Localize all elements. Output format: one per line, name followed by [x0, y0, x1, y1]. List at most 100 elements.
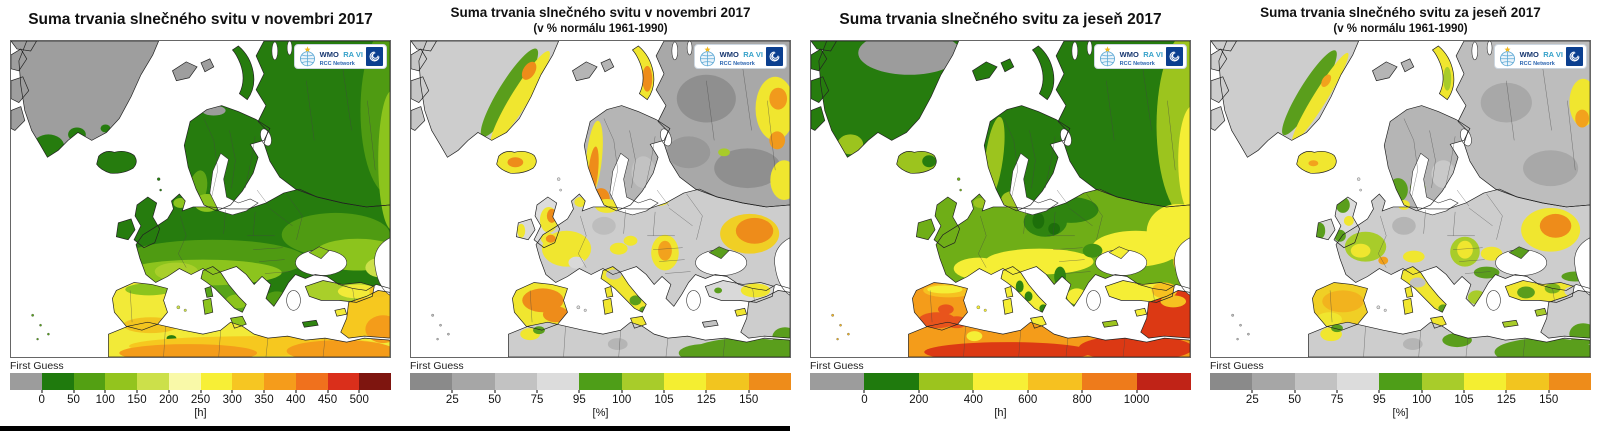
tick-mark: [536, 390, 538, 393]
logo-text: WMO RA VI RCC Network: [1120, 45, 1163, 68]
color-scale-segment: [1379, 373, 1422, 390]
color-scale-segment: [918, 373, 974, 390]
logo-org-label: WMO: [1119, 50, 1139, 60]
tick-label: 200: [909, 394, 929, 406]
tick-label: 125: [1496, 394, 1516, 406]
panel-subtitle: (v % normálu 1961-1990): [1333, 22, 1468, 35]
unit-label: [%]: [1392, 407, 1409, 419]
tick-mark: [1136, 390, 1138, 393]
tick-mark: [231, 390, 233, 393]
color-scale-segment: [168, 373, 201, 390]
tick-mark: [578, 390, 580, 393]
color-scale-segment: [359, 373, 391, 390]
tick-label: 250: [190, 394, 211, 406]
color-scale-ticks: 0 50 100 150 200 250 300 350 400 450 500: [10, 390, 391, 407]
color-scale-ticks: 0 200 400 600 800 1000: [810, 390, 1191, 407]
color-scale-segment: [295, 373, 328, 390]
color-scale-segment: [232, 373, 264, 390]
tick-mark: [1378, 390, 1380, 393]
europe-map: WMO RA VI RCC Network: [810, 40, 1191, 358]
color-scale-segment: [1136, 373, 1191, 390]
tick-label: 100: [612, 394, 632, 406]
tick-label: 75: [530, 394, 544, 406]
logo-text: WMO RA VI RCC Network: [320, 45, 363, 68]
tick-mark: [972, 390, 974, 393]
color-scale: [10, 373, 391, 390]
tick-label: 0: [38, 394, 45, 406]
panel-header: Suma trvania slnečného svitu v novembri …: [10, 0, 391, 40]
panel-title: Suma trvania slnečného svitu v novembri …: [28, 11, 373, 29]
tick-mark: [663, 390, 665, 393]
tick-label: 105: [1454, 394, 1474, 406]
tick-label: 50: [67, 394, 80, 406]
logo-region-label: RA VI: [1543, 50, 1563, 60]
tick-label: 500: [349, 394, 369, 406]
color-scale-segment: [1506, 373, 1549, 390]
panel-header: Suma trvania slnečného svitu za jeseň 20…: [1210, 0, 1591, 40]
map-svg: [411, 41, 790, 357]
logo-network-label: RCC Network: [1519, 61, 1555, 68]
tick-mark: [863, 390, 865, 393]
color-scale-segment: [327, 373, 360, 390]
logo-region-label: RA VI: [1143, 50, 1163, 60]
tick-label: 25: [1245, 394, 1259, 406]
tick-label: 800: [1072, 394, 1092, 406]
tick-mark: [41, 390, 43, 393]
tick-mark: [1027, 390, 1029, 393]
tick-mark: [705, 390, 707, 393]
dwd-logo: [1566, 47, 1583, 66]
tick-mark: [451, 390, 453, 393]
europe-map: WMO RA VI RCC Network: [1210, 40, 1591, 358]
panel-title: Suma trvania slnečného svitu za jeseň 20…: [1260, 5, 1541, 21]
tick-mark: [494, 390, 496, 393]
first-guess-label: First Guess: [10, 360, 64, 372]
tick-label: 450: [317, 394, 338, 406]
unit-label: [%]: [592, 407, 609, 419]
tick-mark: [1081, 390, 1083, 393]
color-scale-segment: [452, 373, 495, 390]
map-panel: Suma trvania slnečného svitu za jeseň 20…: [1200, 0, 1600, 426]
dwd-spiral-icon: [369, 51, 380, 62]
color-scale-segment: [973, 373, 1028, 390]
footer-divider-bar: [0, 426, 790, 431]
tick-label: 50: [1288, 394, 1302, 406]
color-scale-segment: [579, 373, 622, 390]
first-guess-label: First Guess: [810, 360, 864, 372]
color-scale-segment: [105, 373, 137, 390]
color-scale: [410, 373, 791, 390]
wmo-rcc-logo: WMO RA VI RCC Network: [693, 44, 787, 69]
tick-mark: [200, 390, 201, 393]
panel-subtitle: (v % normálu 1961-1990): [533, 22, 668, 35]
color-scale-segment: [1463, 373, 1507, 390]
logo-network-label: RCC Network: [1119, 61, 1155, 68]
logo-region-label: RA VI: [743, 50, 763, 60]
tick-mark: [748, 390, 750, 393]
tick-label: 105: [654, 394, 674, 406]
tick-label: 1000: [1123, 394, 1150, 406]
color-scale-segment: [1421, 373, 1464, 390]
dwd-spiral-icon: [1169, 51, 1180, 62]
tick-label: 200: [159, 394, 179, 406]
color-scale-segment: [41, 373, 74, 390]
unit-label: [h]: [994, 407, 1007, 419]
tick-label: 25: [445, 394, 459, 406]
tick-mark: [168, 390, 170, 393]
tick-mark: [1463, 390, 1465, 393]
wmo-rcc-logo: WMO RA VI RCC Network: [1493, 44, 1587, 69]
tick-label: 125: [696, 394, 716, 406]
wmo-rcc-logo: WMO RA VI RCC Network: [293, 44, 387, 69]
panel-title: Suma trvania slnečného svitu za jeseň 20…: [839, 11, 1162, 29]
color-scale: [810, 373, 1191, 390]
color-scale-segment: [706, 373, 749, 390]
logo-org-label: WMO: [1519, 50, 1539, 60]
dwd-spiral-icon: [1569, 51, 1580, 62]
color-scale-segment: [410, 373, 453, 390]
color-scale-segment: [1210, 373, 1253, 390]
tick-label: 100: [95, 394, 115, 406]
color-scale-segment: [137, 373, 169, 390]
tick-mark: [621, 390, 623, 393]
tick-mark: [295, 390, 297, 393]
tick-label: 150: [1539, 394, 1559, 406]
color-scale-segment: [536, 373, 580, 390]
